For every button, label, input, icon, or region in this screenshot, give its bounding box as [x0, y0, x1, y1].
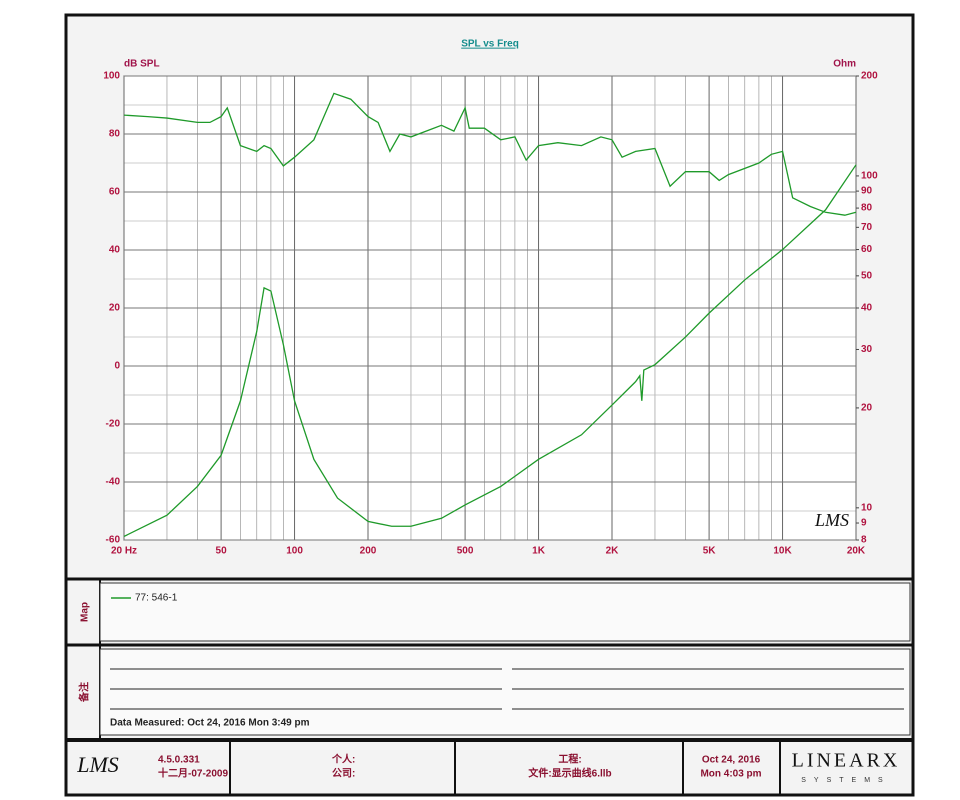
y-axis-label: dB SPL: [124, 59, 160, 70]
chart-title: SPL vs Freq: [461, 39, 519, 50]
y2-tick-label: 9: [861, 518, 867, 529]
x-tick-label: 20 Hz: [111, 546, 137, 557]
y2-axis-label: Ohm: [833, 59, 856, 70]
y-tick-label: 60: [109, 187, 121, 198]
y-tick-label: 40: [109, 245, 121, 256]
watermark: LMS: [814, 510, 849, 530]
y2-tick-label: 70: [861, 222, 873, 233]
y-tick-label: 100: [103, 71, 120, 82]
project: 工程:: [558, 753, 581, 766]
x-tick-label: 10K: [773, 546, 792, 557]
y2-tick-label: 8: [861, 535, 867, 546]
version: 4.5.0.331: [158, 755, 200, 766]
measured-date: Data Measured: Oct 24, 2016 Mon 3:49 pm: [110, 718, 310, 729]
map-label: Map: [80, 602, 91, 622]
y2-tick-label: 100: [861, 171, 878, 182]
y2-tick-label: 40: [861, 303, 873, 314]
file: 文件:显示曲线6.llb: [528, 767, 611, 780]
y2-tick-label: 200: [861, 71, 878, 82]
grid: [123, 75, 857, 541]
x-tick-label: 2K: [606, 546, 620, 557]
series-line: [123, 164, 857, 538]
x-tick-label: 1K: [532, 546, 546, 557]
y-tick-label: 0: [114, 361, 120, 372]
footer-dividers: [229, 740, 781, 795]
brand-sub: SYSTEMS: [801, 777, 890, 784]
footer-logo: LMS: [76, 752, 119, 777]
company: 公司:: [332, 768, 355, 780]
y2-tick-label: 20: [861, 403, 873, 414]
time: Mon 4:03 pm: [700, 769, 761, 780]
y-tick-label: -20: [106, 419, 121, 430]
series-line: [123, 92, 857, 216]
y2-tick-label: 10: [861, 502, 873, 513]
y-tick-label: -40: [106, 477, 121, 488]
map-box: [99, 582, 911, 642]
y2-tick-label: 30: [861, 344, 873, 355]
build-date: 十二月-07-2009: [158, 767, 228, 780]
x-tick-label: 200: [360, 546, 377, 557]
notes-box: [99, 648, 911, 736]
y2-tick-label: 80: [861, 203, 873, 214]
x-tick-label: 500: [457, 546, 474, 557]
y-tick-label: -60: [106, 535, 121, 546]
y2-tick-label: 60: [861, 244, 873, 255]
legend-label: 77: 546-1: [135, 593, 178, 604]
brand: LINEARX: [792, 750, 901, 772]
x-tick-label: 100: [286, 546, 303, 557]
notes-label: 备注: [78, 682, 91, 703]
x-tick-label: 5K: [703, 546, 717, 557]
x-tick-label: 20K: [847, 546, 866, 557]
y-tick-label: 80: [109, 129, 121, 140]
y2-tick-label: 50: [861, 270, 873, 281]
y2-tick-label: 90: [861, 186, 873, 197]
x-tick-label: 50: [216, 546, 228, 557]
person: 个人:: [331, 753, 355, 766]
y-tick-label: 20: [109, 303, 121, 314]
note-lines: [110, 668, 904, 710]
date: Oct 24, 2016: [702, 755, 761, 766]
